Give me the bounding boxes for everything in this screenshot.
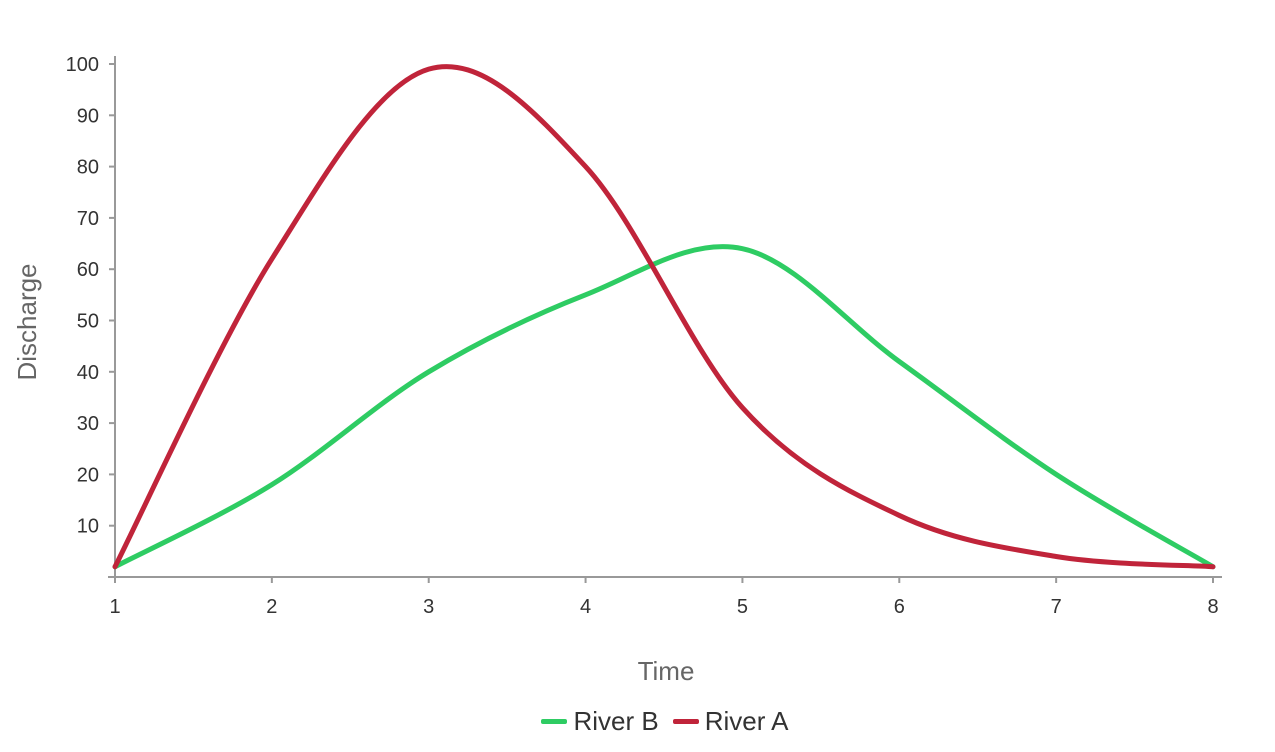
line-chart: 10 20 30 40 50 60 70 80 90 100 1 2 3 4 5 6 7 8 Time Disc… — [12, 54, 1222, 686]
series-line-river-b — [112, 244, 1216, 570]
x-tick-label: 4 — [580, 596, 591, 618]
chart-legend: River B River A — [0, 706, 1275, 737]
y-tick-label: 90 — [77, 105, 99, 127]
legend-label-river-a: River A — [704, 706, 789, 736]
x-tick-label: 6 — [894, 596, 905, 618]
x-axis-title: Time — [638, 656, 695, 686]
legend-swatch-river-a — [672, 719, 699, 724]
y-tick-label: 80 — [77, 157, 99, 179]
x-tick-label: 5 — [737, 596, 748, 618]
y-tick-label: 40 — [77, 362, 99, 384]
legend-swatch-river-b — [541, 719, 568, 724]
y-tick-label: 60 — [77, 259, 99, 281]
y-tick-label: 70 — [77, 208, 99, 230]
x-tick-label: 3 — [423, 596, 434, 618]
y-tick-label: 100 — [66, 54, 99, 76]
y-tick-label: 20 — [77, 464, 99, 486]
legend-item-river-a[interactable]: River A — [672, 706, 789, 737]
y-tick-label: 30 — [77, 413, 99, 435]
x-axis-ticks: 1 2 3 4 5 6 7 8 — [109, 577, 1219, 618]
series-line-river-a — [112, 64, 1216, 570]
y-axis-title: Discharge — [12, 263, 42, 380]
legend-label-river-b: River B — [573, 706, 659, 736]
y-axis-ticks: 10 20 30 40 50 60 70 80 90 100 — [66, 54, 115, 538]
y-tick-label: 10 — [77, 516, 99, 538]
x-tick-label: 1 — [109, 596, 120, 618]
series-layer — [112, 64, 1216, 570]
y-tick-label: 50 — [77, 311, 99, 333]
x-tick-label: 8 — [1207, 596, 1218, 618]
x-tick-label: 2 — [266, 596, 277, 618]
legend-item-river-b[interactable]: River B — [541, 706, 659, 737]
x-tick-label: 7 — [1051, 596, 1062, 618]
